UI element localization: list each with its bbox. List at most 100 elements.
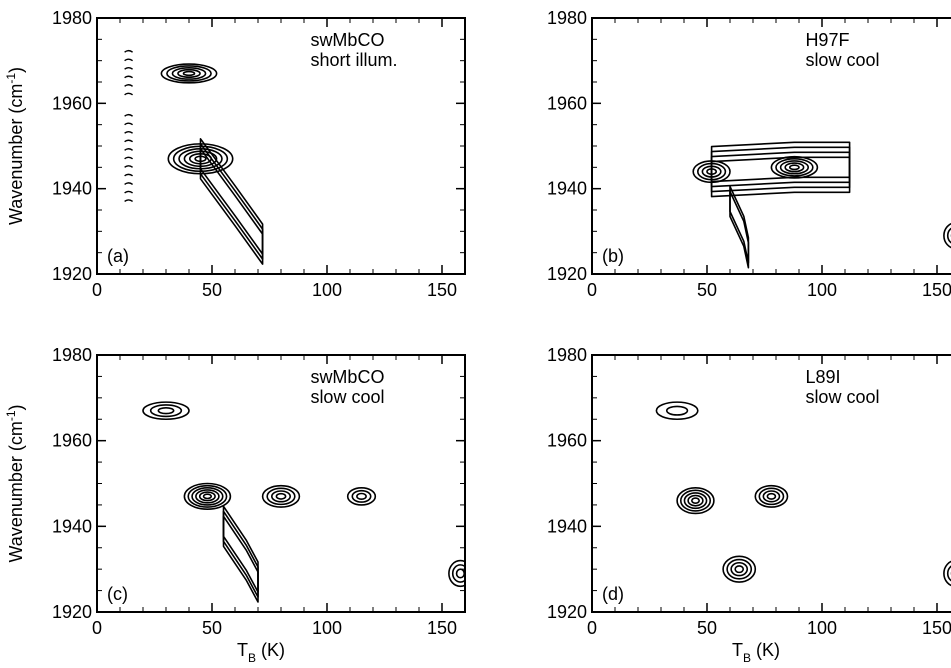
y-tick-label: 1960 bbox=[52, 431, 92, 451]
contour-edge bbox=[124, 58, 134, 62]
contour-line bbox=[946, 565, 951, 582]
contour-line bbox=[655, 401, 699, 421]
panel-annotation: slow cool bbox=[310, 387, 384, 407]
x-tick-label: 150 bbox=[427, 280, 457, 300]
x-tick-label: 0 bbox=[92, 618, 102, 638]
y-tick-label: 1940 bbox=[52, 516, 92, 536]
y-tick-label: 1980 bbox=[52, 8, 92, 28]
contour-edge bbox=[124, 92, 134, 96]
x-tick-label: 0 bbox=[587, 618, 597, 638]
contour-edge bbox=[124, 190, 134, 194]
contour-line bbox=[198, 491, 216, 502]
contour-line bbox=[754, 484, 789, 508]
contour-line bbox=[142, 401, 190, 421]
y-tick-label: 1920 bbox=[52, 264, 92, 284]
plot-frame bbox=[96, 17, 466, 275]
x-tick-label: 150 bbox=[922, 280, 951, 300]
contour-line bbox=[710, 141, 851, 198]
contour-line bbox=[726, 558, 753, 580]
contour-line bbox=[266, 487, 296, 506]
y-tick-label: 1980 bbox=[547, 345, 587, 365]
panel-annotation: slow cool bbox=[805, 50, 879, 70]
x-tick-label: 50 bbox=[202, 618, 222, 638]
contour-line bbox=[199, 138, 264, 265]
panel-annotation: H97F bbox=[805, 30, 849, 50]
y-tick-label: 1980 bbox=[52, 345, 92, 365]
contour-edge bbox=[124, 113, 134, 117]
plot-frame bbox=[96, 354, 466, 613]
contour-line bbox=[946, 227, 951, 244]
contour-edge bbox=[124, 122, 134, 126]
contour-line bbox=[183, 482, 232, 511]
contour-line bbox=[182, 70, 196, 77]
contour-group bbox=[124, 49, 264, 265]
contour-line bbox=[222, 505, 259, 603]
panel-label: (c) bbox=[107, 584, 128, 604]
plot-frame bbox=[591, 354, 951, 613]
contour-line bbox=[789, 164, 800, 171]
contour-line bbox=[455, 568, 465, 579]
y-tick-label: 1960 bbox=[52, 93, 92, 113]
contour-line bbox=[451, 564, 465, 583]
panel-annotation: swMbCO bbox=[310, 30, 384, 50]
contour-edge bbox=[124, 49, 134, 53]
y-axis-label: Wavenumber (cm-1) bbox=[4, 67, 26, 225]
y-tick-label: 1940 bbox=[547, 179, 587, 199]
contour-edge bbox=[124, 131, 134, 134]
contour-line bbox=[676, 486, 715, 515]
contour-line bbox=[762, 490, 781, 503]
contour-line bbox=[779, 160, 810, 175]
contour-edge bbox=[124, 67, 134, 70]
contour-line bbox=[665, 405, 689, 416]
contour-edge bbox=[124, 148, 134, 151]
contour-line bbox=[775, 157, 814, 177]
x-tick-label: 100 bbox=[312, 280, 342, 300]
x-tick-label: 0 bbox=[587, 280, 597, 300]
panel-annotation: L89I bbox=[805, 367, 840, 387]
contour-line bbox=[691, 497, 700, 505]
y-tick-label: 1920 bbox=[52, 602, 92, 622]
contour-line bbox=[679, 489, 712, 512]
contour-line bbox=[195, 489, 220, 504]
x-tick-label: 50 bbox=[202, 280, 222, 300]
panel-label: (a) bbox=[107, 246, 129, 266]
contour-line bbox=[270, 490, 291, 503]
y-tick-label: 1920 bbox=[547, 264, 587, 284]
panel-label: (d) bbox=[602, 584, 624, 604]
contour-line bbox=[448, 559, 465, 588]
x-tick-label: 50 bbox=[697, 618, 717, 638]
panel-label: (b) bbox=[602, 246, 624, 266]
contour-line bbox=[683, 492, 708, 510]
y-tick-label: 1940 bbox=[52, 179, 92, 199]
contour-line bbox=[275, 492, 287, 500]
panel-annotation: swMbCO bbox=[310, 367, 384, 387]
y-tick-label: 1960 bbox=[547, 93, 587, 113]
contour-line bbox=[149, 404, 183, 418]
contour-line bbox=[758, 487, 785, 506]
contour-edge bbox=[124, 139, 134, 143]
contour-group bbox=[655, 401, 951, 587]
contour-line bbox=[346, 486, 377, 506]
contour-line bbox=[166, 65, 212, 82]
y-tick-label: 1980 bbox=[547, 8, 587, 28]
contour-line bbox=[729, 185, 750, 269]
contour-line bbox=[784, 162, 805, 173]
contour-line bbox=[160, 63, 218, 84]
y-tick-label: 1940 bbox=[547, 516, 587, 536]
contour-line bbox=[687, 494, 704, 507]
contour-group bbox=[692, 141, 951, 269]
contour-line bbox=[187, 484, 228, 508]
contour-line bbox=[351, 489, 372, 503]
y-tick-label: 1920 bbox=[547, 602, 587, 622]
panel-annotation: short illum. bbox=[310, 50, 397, 70]
panel-a: 0 50 100 150 1920 1940 1960 1980 (a) swMbCOshort … bbox=[4, 8, 466, 300]
x-tick-label: 150 bbox=[427, 618, 457, 638]
contour-line bbox=[191, 486, 224, 506]
x-tick-label: 0 bbox=[92, 280, 102, 300]
contour-edge bbox=[124, 75, 134, 79]
x-tick-label: 150 bbox=[922, 618, 951, 638]
contour-line bbox=[943, 222, 951, 249]
